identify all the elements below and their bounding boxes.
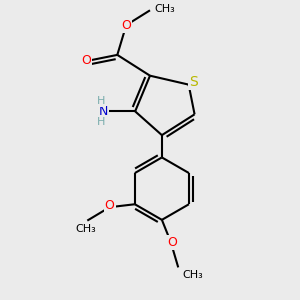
Text: CH₃: CH₃ (75, 224, 96, 234)
Text: N: N (99, 105, 109, 118)
Text: O: O (105, 199, 115, 212)
Text: O: O (167, 236, 177, 249)
Text: O: O (121, 19, 131, 32)
Text: O: O (81, 54, 91, 67)
Text: CH₃: CH₃ (154, 4, 175, 14)
Text: H: H (97, 117, 105, 127)
Text: CH₃: CH₃ (183, 270, 203, 280)
Text: S: S (189, 75, 197, 88)
Text: H: H (97, 96, 105, 106)
